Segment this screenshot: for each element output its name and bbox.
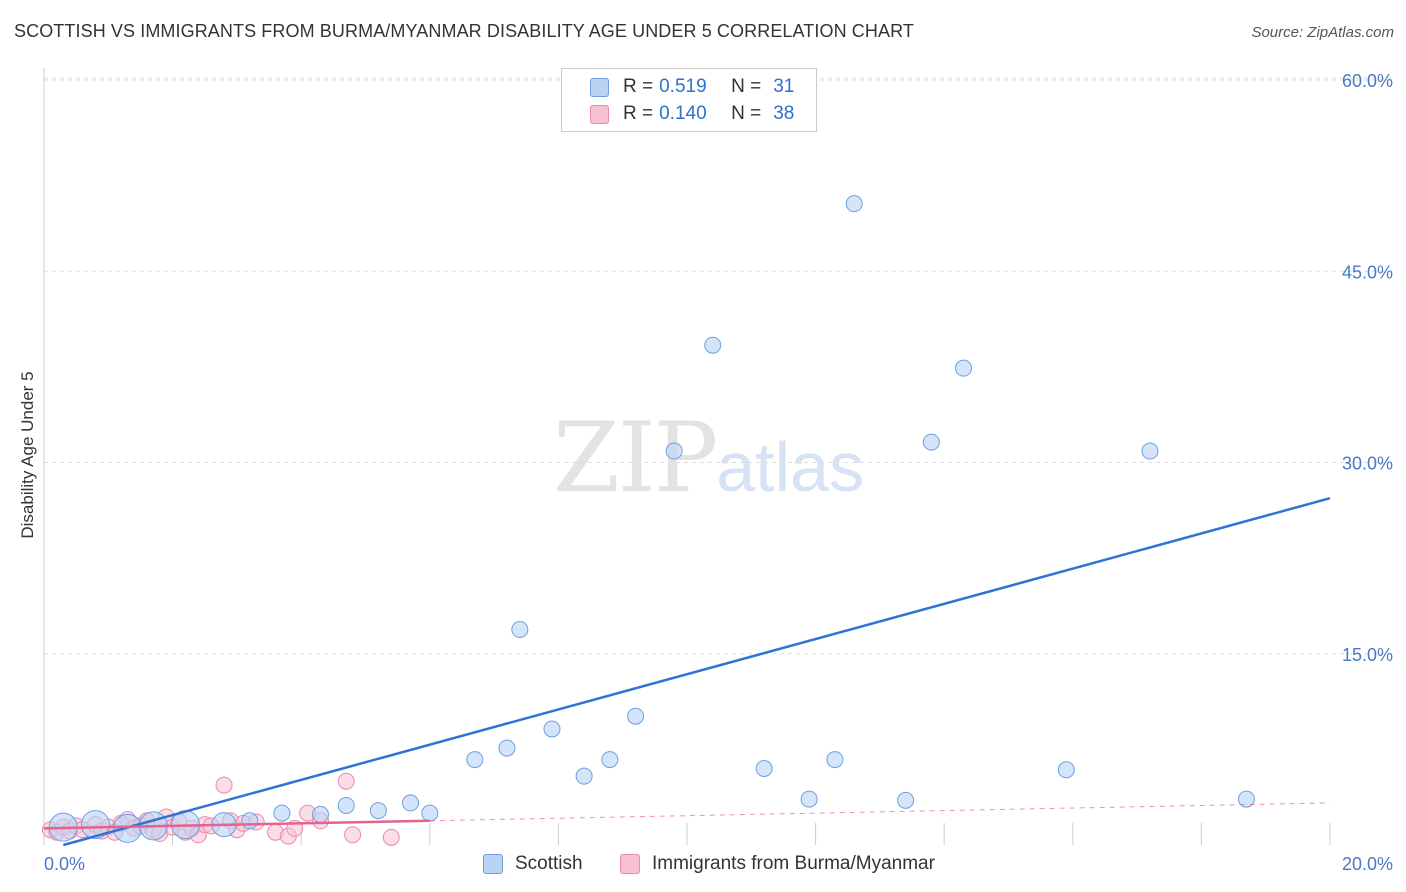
y-tick-label: 60.0%: [1342, 71, 1393, 91]
y-tick-label: 45.0%: [1342, 262, 1393, 282]
scottish-point: [1057, 761, 1075, 779]
scottish-point: [800, 790, 818, 808]
legend-swatch-burma: [590, 104, 609, 124]
burma-point: [337, 772, 355, 790]
scottish-point: [466, 751, 484, 769]
legend-r-value: 0.519: [659, 76, 707, 97]
legend-n-label: N =: [731, 76, 762, 97]
series-legend: Scottish Immigrants from Burma/Myanmar: [0, 851, 1406, 877]
y-tick-label: 15.0%: [1342, 645, 1393, 665]
watermark: ZIPatlas: [553, 402, 864, 514]
scottish-point: [704, 336, 722, 354]
legend-box: R = 0.519 N = 31 R = 0.140 N = 38: [561, 68, 817, 132]
legend-item-scottish[interactable]: Scottish: [483, 851, 583, 877]
scottish-points: [48, 195, 1255, 843]
scottish-point: [575, 767, 593, 785]
burma-point: [382, 828, 400, 846]
watermark-zip: ZIP: [553, 402, 718, 514]
legend-label-scottish: Scottish: [515, 853, 583, 874]
legend-swatch-burma: [620, 854, 640, 874]
scottish-trendline: [62, 496, 1331, 847]
watermark-atlas: atlas: [716, 428, 865, 506]
gridlines: [44, 77, 1392, 845]
legend-label-burma: Immigrants from Burma/Myanmar: [652, 853, 935, 874]
burma-trendline: [43, 819, 430, 830]
scottish-point: [627, 707, 645, 725]
scottish-point: [337, 796, 355, 814]
burma-point: [344, 826, 362, 844]
scottish-point: [311, 805, 329, 823]
y-axis-label: Disability Age Under 5: [18, 371, 37, 538]
legend-r-label: R =: [623, 76, 654, 97]
legend-r-label: R =: [623, 103, 654, 124]
scottish-point: [1237, 790, 1255, 808]
legend-item-burma[interactable]: Immigrants from Burma/Myanmar: [620, 851, 935, 877]
scottish-point: [511, 621, 529, 639]
scottish-point: [498, 739, 516, 757]
scottish-point: [826, 751, 844, 769]
scottish-point: [421, 804, 439, 822]
scottish-point: [402, 794, 420, 812]
legend-n-value: 31: [773, 76, 795, 97]
legend-swatch-scottish: [483, 854, 503, 874]
source-credit: Source: ZipAtlas.com: [1251, 24, 1394, 41]
legend-n-label: N =: [731, 103, 762, 124]
scottish-point: [80, 810, 110, 840]
scottish-point: [665, 442, 683, 460]
legend-n-value: 38: [773, 103, 795, 124]
x-tick-label: 20.0%: [1342, 854, 1393, 874]
scottish-point: [897, 791, 915, 809]
y-tick-label: 30.0%: [1342, 454, 1393, 474]
scottish-point: [273, 804, 291, 822]
legend-row-burma: R = 0.140 N = 38: [590, 101, 794, 127]
scottish-point: [601, 751, 619, 769]
scottish-point: [755, 760, 773, 777]
legend-r-value: 0.140: [659, 103, 707, 124]
axis-ticks: 15.0% 30.0% 45.0% 60.0% 0.0% 20.0%: [44, 71, 1393, 874]
x-tick-label: 0.0%: [44, 854, 85, 874]
scottish-point: [241, 812, 259, 830]
legend-row-scottish: R = 0.519 N = 31: [590, 74, 794, 100]
scottish-point: [922, 433, 940, 451]
chart-title: SCOTTISH VS IMMIGRANTS FROM BURMA/MYANMA…: [14, 21, 914, 41]
legend-swatch-scottish: [590, 77, 609, 97]
scottish-point: [845, 195, 863, 213]
trendlines: [43, 496, 1331, 847]
burma-trendline-extension: [429, 802, 1331, 822]
scottish-point: [954, 359, 972, 377]
burma-point: [215, 776, 233, 794]
scottish-point: [1141, 442, 1159, 460]
scottish-point: [543, 720, 561, 738]
scottish-point: [369, 802, 387, 820]
